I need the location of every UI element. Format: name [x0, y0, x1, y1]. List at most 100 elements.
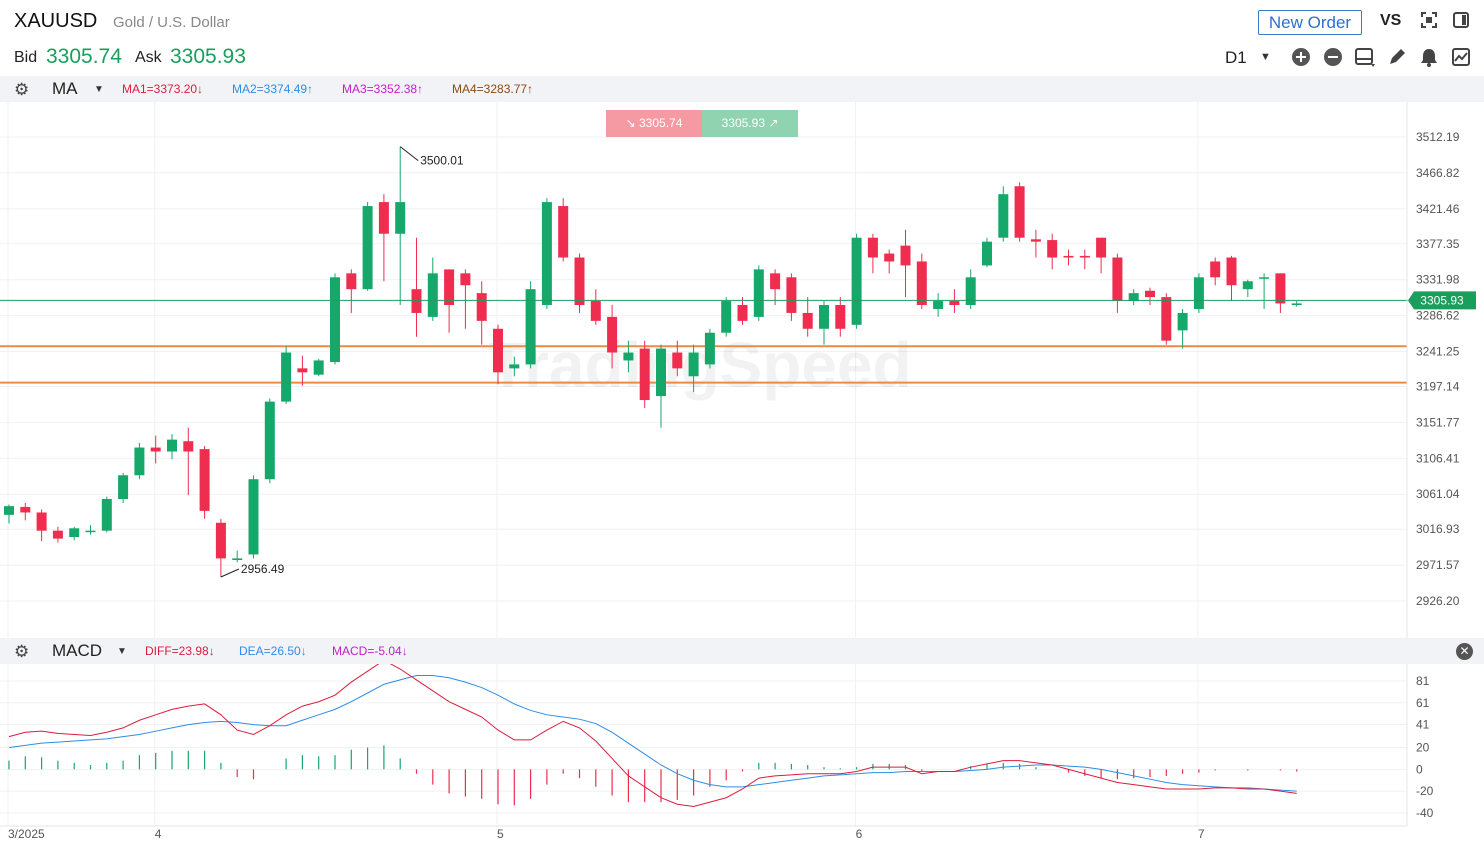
buy-price-pill[interactable]: 3305.93 ↗: [702, 110, 798, 137]
macd-tick-label: 0: [1416, 762, 1423, 776]
candle-up: [704, 332, 715, 365]
candle-up: [69, 528, 80, 538]
close-icon[interactable]: ✕: [1456, 643, 1473, 660]
macd-indicator-name[interactable]: MACD: [52, 641, 103, 660]
candle-down: [770, 273, 781, 290]
timeframe-selector[interactable]: D1: [1225, 48, 1247, 67]
macd-dea-value: DEA=26.50↓: [239, 644, 307, 658]
chevron-down-icon[interactable]: ▼: [117, 646, 127, 657]
zoom-in-icon[interactable]: [1290, 47, 1312, 69]
gear-icon[interactable]: ⚙: [14, 642, 30, 661]
candle-down: [1226, 257, 1237, 286]
candle-down: [558, 206, 569, 258]
ask-value: 3305.93: [170, 45, 246, 68]
candle-down: [52, 530, 63, 539]
candle-down: [916, 261, 927, 306]
candle-up: [721, 301, 732, 333]
candle-down: [1096, 237, 1107, 258]
ma-indicator-name[interactable]: MA: [52, 79, 78, 98]
price-tick-label: 3286.62: [1416, 309, 1460, 323]
candle-down: [1210, 261, 1221, 278]
bid-ask-pills[interactable]: ↘ 3305.74 3305.93 ↗: [606, 110, 798, 137]
candle-down: [1161, 297, 1172, 341]
candle-up: [541, 202, 552, 306]
candle-up: [998, 194, 1009, 238]
candle-up: [851, 237, 862, 325]
candle-down: [786, 277, 797, 313]
candle-up: [509, 364, 520, 369]
symbol-title: XAUUSD: [14, 10, 98, 32]
chevron-down-icon[interactable]: ▼: [94, 84, 104, 95]
gear-icon[interactable]: ⚙: [14, 80, 30, 99]
macd-indicator-bar: ⚙ MACD ▼ DIFF=23.98↓ DEA=26.50↓ MACD=-5.…: [0, 638, 1484, 664]
watermark: TradingSpeed: [488, 329, 911, 401]
current-price-label: 3305.93: [1420, 293, 1464, 307]
candle-up: [281, 352, 292, 402]
arrow-down-right-icon: ↘: [625, 116, 639, 130]
candle-up: [313, 360, 324, 375]
candle-down: [346, 273, 357, 290]
candle-up: [101, 499, 112, 531]
price-tick-label: 3331.98: [1416, 273, 1460, 287]
sell-price-pill[interactable]: ↘ 3305.74: [606, 110, 702, 137]
price-tick-label: 2971.57: [1416, 558, 1460, 572]
candle-down: [672, 352, 683, 369]
candle-down: [476, 293, 487, 321]
candle-up: [1291, 303, 1302, 306]
layout-panel-icon[interactable]: [1450, 11, 1472, 33]
ask-label: Ask: [135, 49, 162, 66]
ma4-value: MA4=3283.77↑: [452, 82, 534, 96]
candle-up: [1128, 293, 1139, 302]
new-order-button[interactable]: New Order: [1258, 10, 1362, 35]
candle-up: [330, 277, 340, 363]
price-tick-label: 3106.41: [1416, 451, 1460, 465]
macd-diff-value: DIFF=23.98↓: [145, 644, 215, 658]
ma-indicator-bar: ⚙ MA ▼ MA1=3373.20↓ MA2=3374.49↑ MA3=335…: [0, 76, 1484, 102]
candle-down: [1112, 257, 1123, 302]
price-tick-label: 3241.25: [1416, 345, 1460, 359]
price-chart[interactable]: TradingSpeed 3500.01 2956.49 3512.19 3466.…: [0, 102, 1484, 638]
candle-down: [737, 305, 748, 321]
annotation-leader: [399, 146, 419, 162]
compare-vs-button[interactable]: VS: [1380, 12, 1402, 29]
symbol-description: Gold / U.S. Dollar: [113, 14, 230, 31]
price-tick-label: 3016.93: [1416, 522, 1460, 536]
dea-line: [8, 675, 1297, 792]
macd-tick-label: -40: [1416, 806, 1434, 820]
candle-down: [1014, 186, 1025, 238]
pencil-draw-icon[interactable]: [1386, 47, 1408, 69]
candle-up: [525, 289, 536, 365]
candle-down: [199, 449, 210, 511]
candle-up: [167, 439, 177, 452]
candle-down: [1145, 290, 1155, 298]
macd-chart[interactable]: 81 61 41 20 0 -20 -40 3/2025 4 5 6 7: [0, 664, 1484, 847]
candle-down: [607, 316, 618, 353]
price-tick-label: 3151.77: [1416, 415, 1460, 429]
price-tick-label: 2926.20: [1416, 594, 1460, 608]
current-price-tag: 3305.93: [1408, 291, 1476, 310]
indicator-chart-icon[interactable]: [1450, 47, 1472, 69]
zoom-out-icon[interactable]: [1322, 47, 1344, 69]
candle-up: [656, 348, 666, 397]
candle-up: [362, 206, 373, 290]
candle-down: [1047, 240, 1058, 258]
candle-up: [85, 530, 96, 533]
candle-down: [20, 506, 31, 513]
fullscreen-icon[interactable]: [1418, 11, 1440, 33]
price-tick-label: 3061.04: [1416, 487, 1460, 501]
bell-alert-icon[interactable]: [1418, 47, 1440, 69]
candle-up: [623, 352, 634, 361]
chart-type-icon[interactable]: [1354, 47, 1376, 69]
chevron-down-icon[interactable]: ▼: [1260, 51, 1271, 63]
annotation-label: 2956.49: [241, 562, 285, 576]
candle-down: [1030, 239, 1041, 242]
annotation-leader: [220, 568, 240, 578]
candle-down: [1079, 255, 1090, 258]
ma1-value: MA1=3373.20↓: [122, 82, 204, 96]
bid-label: Bid: [14, 49, 38, 66]
x-axis-label: 6: [856, 827, 863, 841]
macd-tick-label: 41: [1416, 718, 1430, 732]
candle-up: [118, 475, 129, 500]
price-tick-label: 3197.14: [1416, 379, 1460, 393]
ma3-value: MA3=3352.38↑: [342, 82, 424, 96]
